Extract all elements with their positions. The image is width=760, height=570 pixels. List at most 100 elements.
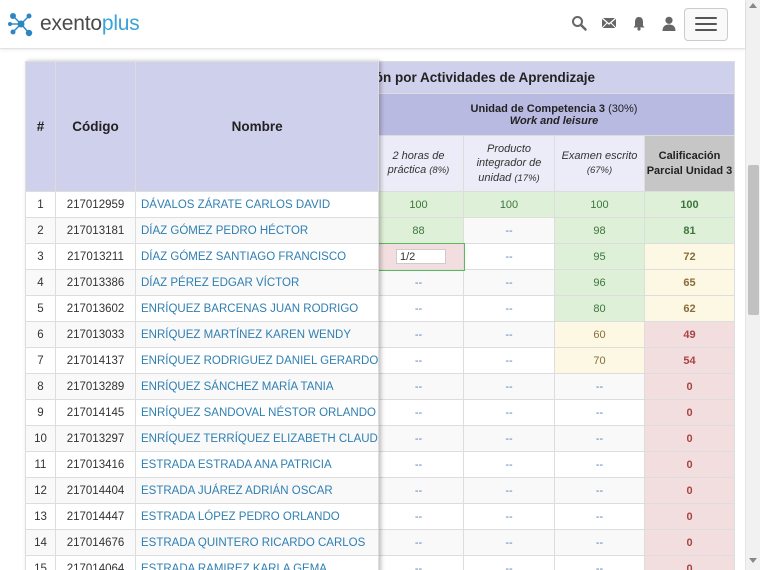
student-name-link[interactable]: ENRÍQUEZ SANDOVAL NÉSTOR ORLANDO [134,399,380,426]
grade-cell[interactable]: -- [373,451,464,478]
grade-cell[interactable]: 95 [554,243,645,270]
grade-cell[interactable]: -- [463,477,555,504]
brand-logo[interactable]: exentoplus [6,8,140,40]
grade-cell[interactable]: -- [463,243,555,270]
grade-cell[interactable]: -- [463,399,555,426]
grade-cell[interactable]: -- [554,451,645,478]
partial-grade-cell: 0 [644,555,735,570]
table-row: -- -- 80 62 [373,295,735,322]
student-code: 217013416 [55,451,136,478]
grade-cell[interactable]: -- [463,555,555,570]
partial-grade-cell: 81 [644,217,735,244]
grade-cell[interactable]: 60 [554,321,645,348]
partial-grade-cell: 49 [644,321,735,348]
table-row: -- -- -- 0 [373,503,735,530]
grade-cell[interactable]: -- [373,295,464,322]
grade-cell[interactable]: -- [463,425,555,452]
grade-cell[interactable]: -- [373,503,464,530]
column-header-partial-grade: Calificación Parcial Unidad 3 [644,135,735,192]
student-name-link[interactable]: ESTRADA JUÁREZ ADRIÁN OSCAR [134,477,380,504]
grade-cell[interactable]: 70 [554,347,645,374]
grade-cell[interactable]: -- [373,477,464,504]
search-icon[interactable] [570,14,588,32]
column-header-name: Nombre [134,61,380,192]
student-name-link[interactable]: DÍAZ GÓMEZ PEDRO HÉCTOR [134,217,380,244]
student-name-link[interactable]: ENRÍQUEZ RODRIGUEZ DANIEL GERARDO [134,347,380,374]
row-number: 10 [25,425,56,452]
student-name-link[interactable]: DÁVALOS ZÁRATE CARLOS DAVID [134,191,380,218]
grade-cell[interactable]: -- [463,295,555,322]
unit-header: Unidad de Competencia 3 (30%) Work and l… [373,93,735,136]
grade-cell[interactable]: -- [373,373,464,400]
grade-cell[interactable]: 98 [554,217,645,244]
grade-cell[interactable]: -- [554,373,645,400]
grade-cell[interactable]: -- [373,269,464,296]
scroll-up-arrow-icon[interactable] [749,3,757,8]
student-name-link[interactable]: DÍAZ PÉREZ EDGAR VÍCTOR [134,269,380,296]
scrollbar-thumb[interactable] [748,165,759,315]
table-row: 13 217014447 ESTRADA LÓPEZ PEDRO ORLANDO [25,503,380,530]
grade-cell[interactable]: -- [373,399,464,426]
row-number: 9 [25,399,56,426]
grade-cell[interactable]: -- [373,529,464,556]
column-header-practice[interactable]: 2 horas de práctica (8%) [373,135,464,192]
student-code: 217014064 [55,555,136,570]
grade-cell[interactable]: -- [463,269,555,296]
grade-cell[interactable]: -- [554,399,645,426]
grade-cell[interactable] [372,242,465,271]
student-name-link[interactable]: ENRÍQUEZ SÁNCHEZ MARÍA TANIA [134,373,380,400]
student-name-link[interactable]: ESTRADA QUINTERO RICARDO CARLOS [134,529,380,556]
student-code: 217014145 [55,399,136,426]
menu-icon [695,17,717,19]
grade-cell[interactable]: -- [554,425,645,452]
mail-icon[interactable] [600,14,618,32]
grade-cell[interactable]: -- [554,529,645,556]
grade-edit-input[interactable] [396,249,446,264]
column-header-product[interactable]: Producto integrador de unidad (17%) [463,135,555,192]
grade-cell[interactable]: 100 [554,191,645,218]
student-name-link[interactable]: ENRÍQUEZ TERRÍQUEZ ELIZABETH CLAUD [134,425,380,452]
grade-cell[interactable]: 100 [373,191,464,218]
table-row: -- -- 96 65 [373,269,735,296]
grade-cell[interactable]: -- [373,347,464,374]
row-number: 8 [25,373,56,400]
bell-icon[interactable] [630,14,648,32]
grade-cell[interactable]: -- [373,321,464,348]
grade-cell[interactable]: -- [463,373,555,400]
scroll-down-arrow-icon[interactable] [749,558,757,563]
table-row: -- -- 60 49 [373,321,735,348]
row-number: 1 [25,191,56,218]
student-name-link[interactable]: ENRÍQUEZ BARCENAS JUAN RODRIGO [134,295,380,322]
column-header-exam[interactable]: Examen escrito (67%) [554,135,645,192]
student-code: 217013297 [55,425,136,452]
student-code: 217013289 [55,373,136,400]
grade-cell[interactable]: -- [463,503,555,530]
student-name-link[interactable]: ESTRADA ESTRADA ANA PATRICIA [134,451,380,478]
grade-cell[interactable]: -- [463,529,555,556]
grade-cell[interactable]: -- [463,217,555,244]
grade-cell[interactable]: -- [463,347,555,374]
grade-cell[interactable]: -- [554,477,645,504]
grade-cell[interactable]: -- [373,555,464,570]
table-row: -- -- -- 0 [373,425,735,452]
grade-cell[interactable]: -- [463,321,555,348]
user-icon[interactable] [660,14,678,32]
grade-cell[interactable]: -- [373,425,464,452]
student-code: 217012959 [55,191,136,218]
student-name-link[interactable]: DÍAZ GÓMEZ SANTIAGO FRANCISCO [134,243,380,270]
brand-name: exentoplus [40,12,140,35]
student-name-link[interactable]: ESTRADA RAMIREZ KARLA GEMA [134,555,380,570]
grade-cell[interactable]: 100 [463,191,555,218]
vertical-scrollbar[interactable] [745,0,760,570]
grade-cell[interactable]: 88 [373,217,464,244]
grade-cell[interactable]: -- [554,555,645,570]
student-name-link[interactable]: ESTRADA LÓPEZ PEDRO ORLANDO [134,503,380,530]
grade-cell[interactable]: 96 [554,269,645,296]
grade-cell[interactable]: -- [463,451,555,478]
partial-grade-cell: 0 [644,399,735,426]
logo-icon [8,13,33,37]
menu-toggle-button[interactable] [684,8,728,41]
student-name-link[interactable]: ENRÍQUEZ MARTÍNEZ KAREN WENDY [134,321,380,348]
grade-cell[interactable]: -- [554,503,645,530]
grade-cell[interactable]: 80 [554,295,645,322]
